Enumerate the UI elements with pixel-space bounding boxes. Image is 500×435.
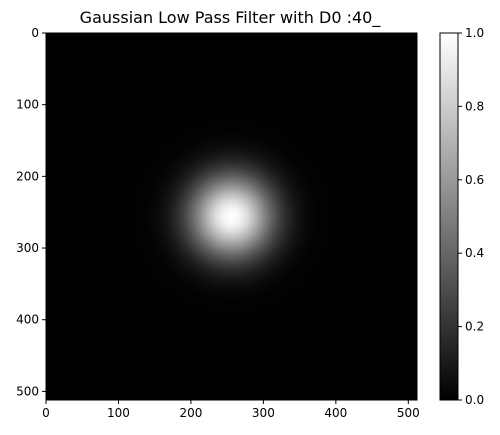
y-tick-label: 0	[31, 26, 39, 40]
y-tick-label: 500	[16, 384, 39, 398]
y-tick-label: 200	[16, 169, 39, 183]
colorbar-tick-label: 0.6	[465, 173, 484, 187]
y-tick-label: 400	[16, 313, 39, 327]
gaussian-filter-image	[46, 33, 417, 400]
x-tick-label: 200	[179, 406, 202, 420]
plot-frame	[45, 32, 418, 401]
chart-title: Gaussian Low Pass Filter with D0 :40_	[80, 8, 382, 28]
colorbar-tick-label: 0.4	[465, 246, 484, 260]
x-axis: 0 100 200 300 400 500	[42, 400, 420, 420]
colorbar-tick-label: 0.0	[465, 393, 484, 407]
x-tick-label: 400	[324, 406, 347, 420]
colorbar-tick-label: 0.2	[465, 320, 484, 334]
x-tick-label: 100	[107, 406, 130, 420]
x-tick-label: 300	[252, 406, 275, 420]
y-tick-label: 100	[16, 98, 39, 112]
colorbar-ticks: 0.0 0.2 0.4 0.6 0.8 1.0	[458, 26, 484, 407]
y-axis: 0 100 200 300 400 500	[16, 26, 46, 398]
colorbar-fill	[439, 32, 459, 401]
colorbar: 0.0 0.2 0.4 0.6 0.8 1.0	[439, 26, 484, 407]
y-tick-label: 300	[16, 241, 39, 255]
colorbar-tick-label: 0.8	[465, 99, 484, 113]
x-tick-label: 500	[397, 406, 420, 420]
heatmap-plot	[45, 32, 418, 401]
colorbar-tick-label: 1.0	[465, 26, 484, 40]
x-tick-label: 0	[42, 406, 50, 420]
